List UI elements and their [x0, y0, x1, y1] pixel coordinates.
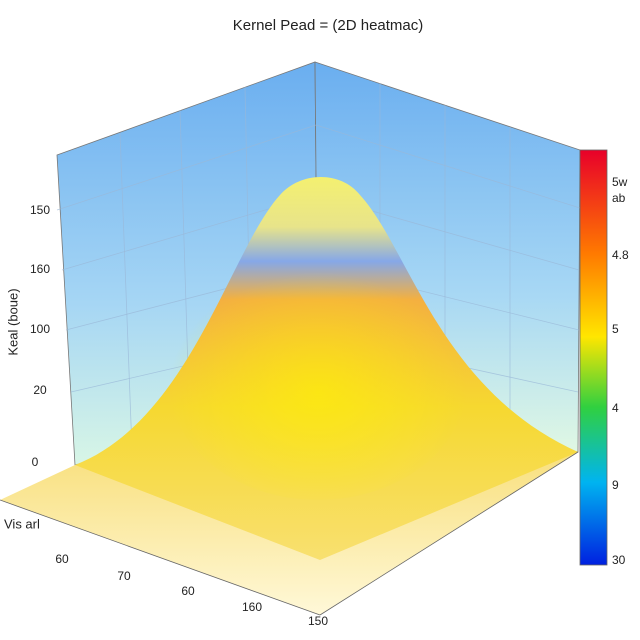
x-tick-label: 60 [55, 552, 69, 566]
chart-title: Kernel Pead = (2D heatmac) [233, 17, 424, 34]
scene [0, 61, 608, 616]
colorbar [579, 149, 608, 566]
colorbar-label: 5w [612, 175, 628, 189]
x-tick-label: 70 [117, 569, 131, 583]
x-tick-label: 160 [242, 600, 262, 614]
depth-axis-line [319, 451, 579, 616]
x-axis-line [0, 499, 321, 616]
colorbar-label: 30 [612, 553, 626, 567]
x-tick-label: 150 [308, 614, 328, 628]
colorbar-label: 4 [612, 401, 619, 415]
colorbar-label: 4.8 [612, 248, 629, 262]
colorbar-label: 5 [612, 322, 619, 336]
colorbar-label: ab [612, 191, 626, 205]
z-tick-label: 160 [30, 262, 50, 276]
y-axis-label: Keal (boue) [5, 288, 20, 355]
x-axis-label: Vis arl [4, 516, 40, 531]
z-tick-label: 0 [32, 455, 39, 469]
x-tick-label: 60 [181, 584, 195, 598]
surface-glow [168, 260, 468, 500]
z-tick-label: 150 [30, 203, 50, 217]
colorbar-label: 9 [612, 478, 619, 492]
z-tick-label: 20 [33, 383, 47, 397]
z-tick-label: 100 [30, 322, 50, 336]
